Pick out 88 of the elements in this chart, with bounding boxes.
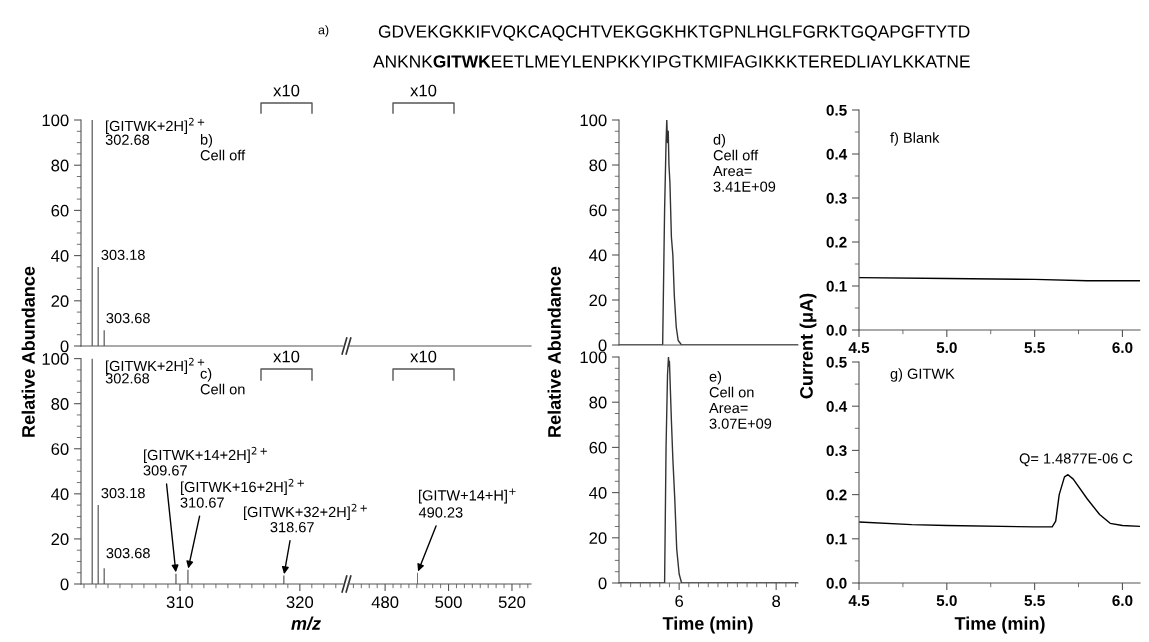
- annotation: 309.67: [143, 465, 187, 476]
- y-tick-label: 40: [51, 250, 69, 262]
- annotation: x10: [273, 350, 300, 363]
- y-tick-label: 0.2: [826, 489, 847, 501]
- y-tick-label: 0: [60, 340, 69, 353]
- text: x10: [273, 84, 300, 97]
- annotation: 310.67: [180, 497, 224, 508]
- x-tick-label: 520: [498, 596, 526, 609]
- line-series: [859, 474, 1140, 528]
- y-tick-label: 20: [589, 532, 607, 544]
- y-tick-label: 20: [51, 295, 69, 307]
- y-tick-label: 20: [589, 294, 607, 307]
- annotation: d) Cell off Area= 3.41E+09: [713, 134, 776, 192]
- x-tick-label: 500: [435, 596, 462, 609]
- annotation: Q= 1.4877E-06 C: [1019, 453, 1133, 467]
- x-axis-title: m/z: [291, 616, 321, 631]
- annotation: 303.18: [101, 249, 145, 261]
- x-tick-label: 8: [772, 595, 781, 608]
- annotation: 490.23: [418, 507, 463, 518]
- y-tick-label: 0.4: [826, 401, 848, 412]
- x-tick-label: 6.0: [1112, 342, 1133, 354]
- y-tick-label: 20: [51, 533, 69, 546]
- x-tick-label: 5.5: [1024, 595, 1045, 607]
- y-tick-label: 0.0: [826, 324, 847, 336]
- y-tick-label: 0: [60, 578, 69, 591]
- y-tick-label: 0.3: [826, 192, 847, 204]
- x-tick-label: 310: [166, 596, 194, 609]
- annotation: 303.68: [106, 312, 150, 324]
- annotation: [GITWK+14+2H]$^{2+}$: [144, 446, 267, 464]
- y-tick-label: 80: [589, 159, 607, 172]
- y-tick-label: 0.1: [826, 280, 847, 292]
- text: a): [318, 25, 329, 37]
- annotation: 302.68: [105, 134, 150, 145]
- y-tick-label: 60: [51, 204, 69, 217]
- y-tick-label: 60: [589, 441, 607, 454]
- x-axis-title: Time (min): [662, 616, 753, 634]
- x-tick-label: 6.0: [1112, 595, 1133, 607]
- y-tick-label: 100: [42, 353, 69, 365]
- text: GITWK: [433, 55, 491, 68]
- annotation: g) GITWK: [890, 368, 955, 382]
- y-tick-label: 100: [580, 114, 607, 127]
- y-tick-label: 60: [589, 204, 607, 217]
- annotation: 303.68: [106, 548, 150, 559]
- annotation: 318.67: [270, 522, 314, 533]
- y-tick-label: 0.0: [826, 577, 847, 589]
- annotation: 303.18: [101, 487, 145, 499]
- y-tick-label: 0.3: [826, 445, 847, 457]
- y-tick-label: 60: [51, 443, 69, 455]
- x-tick-label: 4.5: [848, 342, 870, 354]
- text: EETLMEYLENPKKYIPGTKMIFAGIKKKTEREDLIAYLKKATNE: [492, 55, 970, 68]
- annotation: f) Blank: [890, 132, 940, 146]
- annotation: [GITWK+32+2H]$^{2+}$: [244, 503, 367, 521]
- x-tick-label: 5.0: [936, 342, 957, 354]
- x-tick-label: 5.5: [1024, 342, 1045, 354]
- y-tick-label: 80: [51, 159, 69, 172]
- annotation: e) Cell on Area= 3.07E+09: [709, 371, 772, 429]
- y-tick-label: 0: [598, 339, 607, 352]
- x-tick-label: 6: [675, 595, 684, 608]
- y-tick-label: 80: [589, 396, 607, 409]
- x-tick-label: 480: [371, 596, 399, 609]
- y-tick-label: 0.4: [826, 148, 848, 160]
- x-tick-label: 320: [286, 596, 314, 609]
- text: x10: [410, 84, 437, 97]
- y-axis-title: Current (μA): [799, 293, 817, 399]
- y-tick-label: 80: [51, 398, 69, 410]
- x-tick-label: 5.0: [936, 595, 957, 607]
- annotation: [GITW+14+H]$^{+}$: [419, 488, 516, 504]
- y-tick-label: 40: [589, 487, 607, 499]
- x-axis-title: Time (min): [954, 616, 1045, 634]
- x-tick-label: 4.5: [848, 595, 870, 607]
- y-axis-title: Relative Abundance: [547, 266, 561, 437]
- y-tick-label: 0.1: [826, 533, 847, 545]
- y-tick-label: 100: [42, 114, 69, 127]
- annotation: [GITWK+2H]$^{2+}$: [106, 117, 205, 135]
- y-tick-label: 0.5: [826, 104, 847, 116]
- y-tick-label: 40: [589, 249, 607, 262]
- annotation: 302.68: [105, 373, 150, 384]
- y-tick-label: 40: [51, 488, 69, 501]
- text: GDVEKGKKIFVQKCAQCHTVEKGGKHKTGPNLHGLFGRKTGQAPGFTYTD: [378, 25, 970, 41]
- y-tick-label: 100: [580, 351, 607, 364]
- y-axis-title: Relative Abundance: [21, 266, 35, 437]
- y-tick-label: 0.2: [826, 236, 847, 248]
- y-tick-label: 0.5: [826, 356, 847, 368]
- annotation: b) Cell off: [200, 134, 246, 161]
- y-tick-label: 0: [598, 577, 607, 590]
- annotation: [GITWK+16+2H]$^{2+}$: [181, 478, 304, 496]
- text: ANKNK: [373, 55, 433, 68]
- annotation: x10: [410, 350, 437, 363]
